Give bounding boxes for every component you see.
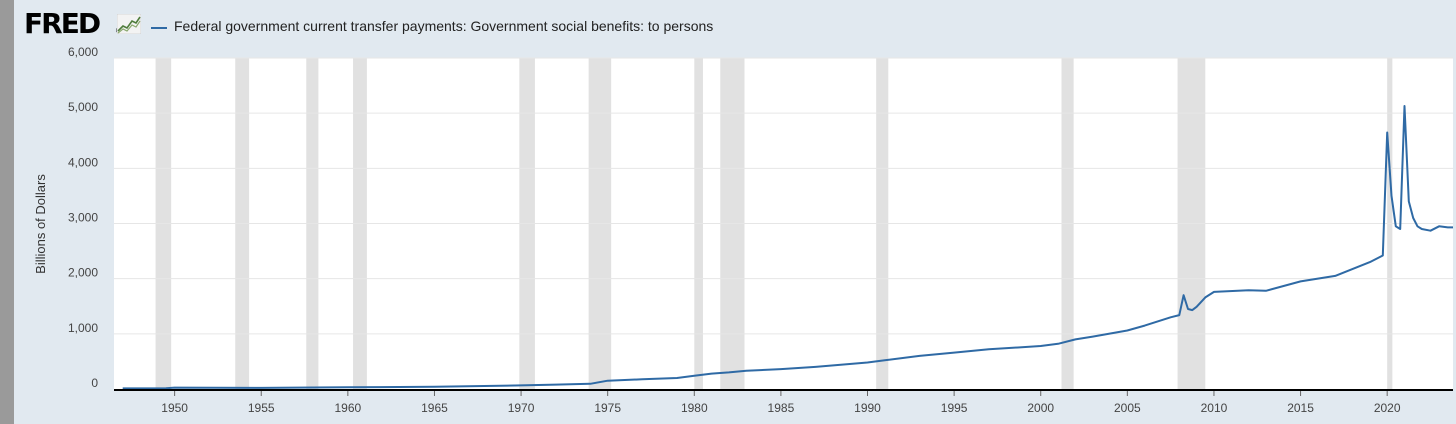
x-tick-label: 1975 <box>594 401 621 415</box>
x-tick-label: 2020 <box>1374 401 1401 415</box>
y-tick-label: 5,000 <box>68 100 98 114</box>
series-layer <box>122 105 1453 390</box>
chart-header: FRED ® Federal government current transf… <box>14 0 1456 52</box>
x-axis-ticks: 1950 1955 1960 1965 1970 1975 1980 1985 1990 1995… <box>161 390 1401 415</box>
x-tick-label: 1950 <box>161 401 188 415</box>
x-tick-label: 1995 <box>941 401 968 415</box>
fred-logo[interactable]: FRED <box>24 7 101 40</box>
y-axis-title: Billions of Dollars <box>33 174 48 274</box>
legend-series-label: Federal government current transfer paym… <box>174 18 714 34</box>
legend-swatch <box>151 27 167 29</box>
window-left-border <box>0 0 14 424</box>
x-tick-label: 1990 <box>854 401 881 415</box>
y-tick-label: 0 <box>91 376 98 390</box>
y-tick-label: 3,000 <box>68 211 98 225</box>
series-line <box>122 105 1453 390</box>
y-tick-label: 1,000 <box>68 321 98 335</box>
chart-svg: 0 1,000 2,000 3,000 4,000 5,000 6,000 1950 1955… <box>33 45 1453 415</box>
gridlines <box>114 57 1453 335</box>
y-tick-label: 6,000 <box>68 45 98 59</box>
y-tick-label: 4,000 <box>68 155 98 169</box>
x-tick-label: 1985 <box>768 401 795 415</box>
x-tick-label: 1960 <box>334 401 361 415</box>
line-graph-icon[interactable] <box>117 14 141 34</box>
x-tick-label: 1965 <box>421 401 448 415</box>
x-tick-label: 2010 <box>1201 401 1228 415</box>
y-axis-ticks: 0 1,000 2,000 3,000 4,000 5,000 6,000 <box>68 45 98 390</box>
x-tick-label: 2000 <box>1027 401 1054 415</box>
x-tick-label: 1980 <box>681 401 708 415</box>
chart-frame: FRED ® Federal government current transf… <box>14 0 1456 424</box>
y-tick-label: 2,000 <box>68 266 98 280</box>
x-tick-label: 1970 <box>508 401 535 415</box>
x-tick-label: 1955 <box>248 401 275 415</box>
x-tick-label: 2015 <box>1287 401 1314 415</box>
x-tick-label: 2005 <box>1114 401 1141 415</box>
